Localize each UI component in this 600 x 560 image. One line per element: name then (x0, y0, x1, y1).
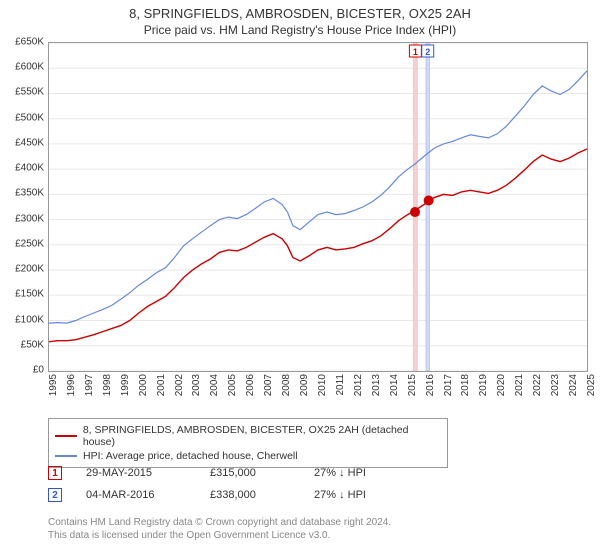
x-tick-label: 2022 (532, 374, 543, 396)
y-tick-label: £500K (15, 112, 44, 123)
x-tick-label: 2017 (443, 374, 454, 396)
y-tick-label: £550K (15, 87, 44, 98)
x-tick-label: 2007 (263, 374, 274, 396)
x-tick-label: 2015 (407, 374, 418, 396)
legend-label: HPI: Average price, detached house, Cher… (83, 450, 298, 462)
x-tick-label: 2008 (281, 374, 292, 396)
chart-area: 12 £0£50K£100K£150K£200K£250K£300K£350K£… (48, 42, 588, 398)
y-tick-label: £200K (15, 264, 44, 275)
legend-label: 8, SPRINGFIELDS, AMBROSDEN, BICESTER, OX… (83, 424, 441, 448)
x-tick-label: 2018 (460, 374, 471, 396)
legend-row: HPI: Average price, detached house, Cher… (55, 449, 441, 463)
y-tick-label: £650K (15, 37, 44, 48)
chart-title: 8, SPRINGFIELDS, AMBROSDEN, BICESTER, OX… (0, 0, 600, 21)
x-tick-label: 2024 (568, 374, 579, 396)
x-tick-label: 2006 (245, 374, 256, 396)
y-tick-label: £600K (15, 62, 44, 73)
svg-text:2: 2 (425, 47, 430, 57)
y-tick-label: £150K (15, 289, 44, 300)
footnote-line: This data is licensed under the Open Gov… (48, 529, 391, 542)
sale-row: 1 29-MAY-2015 £315,000 27% ↓ HPI (48, 462, 414, 484)
x-tick-label: 1998 (102, 374, 113, 396)
x-tick-label: 2011 (335, 374, 346, 396)
sales-table: 1 29-MAY-2015 £315,000 27% ↓ HPI 2 04-MA… (48, 462, 414, 506)
y-tick-label: £300K (15, 213, 44, 224)
footnote-line: Contains HM Land Registry data © Crown c… (48, 516, 391, 529)
y-tick-label: £0 (33, 365, 44, 376)
x-tick-label: 2001 (156, 374, 167, 396)
y-tick-label: £400K (15, 163, 44, 174)
y-tick-label: £450K (15, 137, 44, 148)
sale-diff: 27% ↓ HPI (314, 489, 414, 501)
legend-box: 8, SPRINGFIELDS, AMBROSDEN, BICESTER, OX… (48, 418, 448, 468)
y-tick-label: £250K (15, 238, 44, 249)
legend-swatch-hpi (55, 455, 77, 457)
x-tick-label: 2023 (550, 374, 561, 396)
x-tick-label: 2009 (299, 374, 310, 396)
sale-diff: 27% ↓ HPI (314, 467, 414, 479)
x-tick-label: 2002 (174, 374, 185, 396)
legend-swatch-property (55, 435, 77, 437)
sale-price: £315,000 (210, 467, 290, 479)
x-tick-label: 2000 (138, 374, 149, 396)
x-tick-label: 2003 (191, 374, 202, 396)
y-tick-label: £50K (21, 339, 44, 350)
x-tick-label: 2010 (317, 374, 328, 396)
sale-marker-2: 2 (48, 488, 62, 502)
chart-container: 8, SPRINGFIELDS, AMBROSDEN, BICESTER, OX… (0, 0, 600, 560)
y-tick-label: £100K (15, 314, 44, 325)
footnote: Contains HM Land Registry data © Crown c… (48, 516, 391, 542)
x-tick-label: 2005 (227, 374, 238, 396)
x-tick-label: 2013 (371, 374, 382, 396)
sale-marker-1: 1 (48, 466, 62, 480)
x-tick-label: 2016 (425, 374, 436, 396)
plot-region: 12 (48, 42, 588, 372)
x-tick-label: 1996 (66, 374, 77, 396)
x-tick-label: 2019 (478, 374, 489, 396)
x-tick-label: 2025 (586, 374, 597, 396)
plot-svg: 12 (49, 43, 587, 371)
x-tick-label: 2020 (496, 374, 507, 396)
svg-text:1: 1 (413, 47, 418, 57)
x-tick-label: 2014 (389, 374, 400, 396)
x-tick-label: 2021 (514, 374, 525, 396)
sale-date: 29-MAY-2015 (86, 467, 186, 479)
legend-row: 8, SPRINGFIELDS, AMBROSDEN, BICESTER, OX… (55, 423, 441, 449)
x-tick-label: 2004 (209, 374, 220, 396)
sale-row: 2 04-MAR-2016 £338,000 27% ↓ HPI (48, 484, 414, 506)
x-tick-label: 2012 (353, 374, 364, 396)
x-tick-label: 1995 (48, 374, 59, 396)
sale-date: 04-MAR-2016 (86, 489, 186, 501)
x-tick-label: 1999 (120, 374, 131, 396)
chart-subtitle: Price paid vs. HM Land Registry's House … (0, 21, 600, 41)
y-tick-label: £350K (15, 188, 44, 199)
x-tick-label: 1997 (84, 374, 95, 396)
sale-price: £338,000 (210, 489, 290, 501)
